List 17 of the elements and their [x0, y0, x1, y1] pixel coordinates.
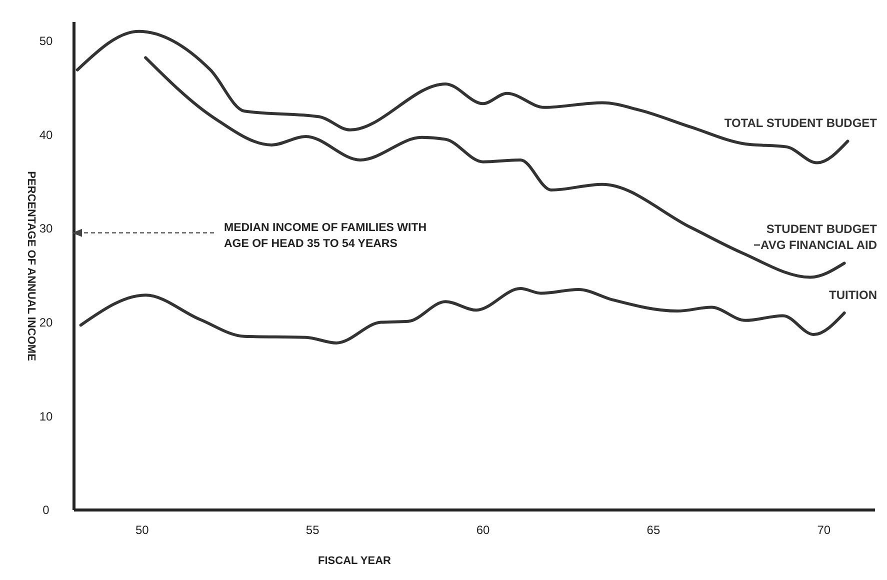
- x-axis-title: FISCAL YEAR: [318, 555, 392, 567]
- y-tick-label: 50: [39, 34, 53, 48]
- y-tick-label: 30: [39, 222, 53, 236]
- x-tick-label: 70: [817, 523, 831, 537]
- y-tick-label: 0: [42, 503, 50, 518]
- series-label: STUDENT BUDGET −AVG FINANCIAL AID: [754, 222, 878, 252]
- x-tick-label: 60: [476, 523, 490, 537]
- series-label: TOTAL STUDENT BUDGET: [724, 116, 878, 130]
- y-axis-title: PERCENTAGE OF ANNUAL INCOME: [25, 171, 37, 361]
- series-label: TUITION: [829, 288, 877, 302]
- x-tick-label: 55: [306, 523, 320, 537]
- x-tick-label: 65: [646, 523, 660, 537]
- y-tick-label: 10: [39, 409, 53, 424]
- y-tick-label: 20: [39, 316, 53, 330]
- y-tick-label: 40: [39, 128, 53, 142]
- annotation: MEDIAN INCOME OF FAMILIES WITH AGE OF HEAD 35 TO 54 YEARS: [224, 222, 427, 250]
- x-tick-label: 50: [135, 523, 150, 537]
